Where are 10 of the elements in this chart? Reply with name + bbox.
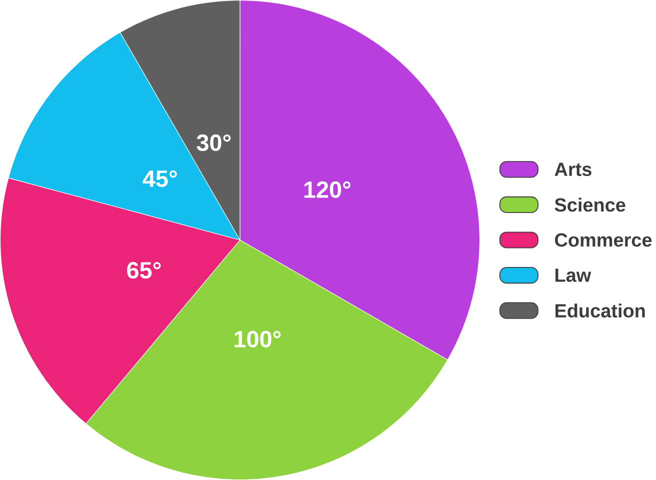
data-label: 45° (142, 170, 177, 187)
legend-label: Arts (554, 162, 592, 176)
data-label: 30° (196, 134, 231, 152)
data-label: 100° (234, 330, 281, 348)
legend-label: Law (556, 268, 592, 282)
data-label: 120° (304, 181, 350, 198)
legend-label: Education (556, 304, 645, 318)
legend-label: Commerce (554, 233, 652, 247)
data-label: 65° (127, 262, 161, 279)
legend-label: Science (554, 198, 626, 212)
